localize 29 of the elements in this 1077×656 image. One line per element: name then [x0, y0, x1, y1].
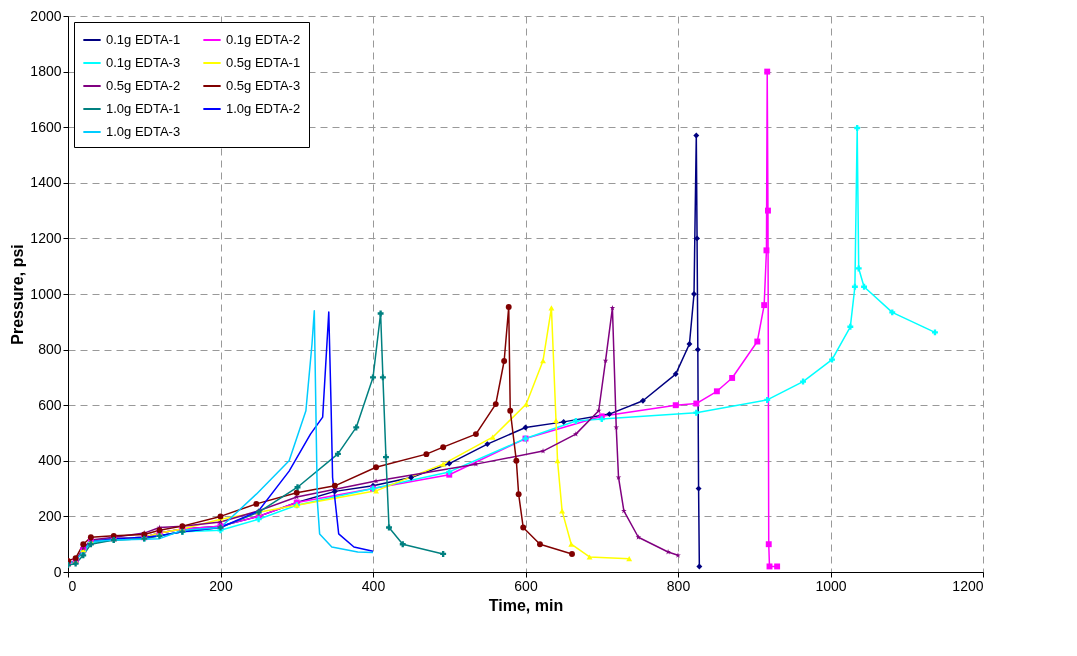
y-tick-label: 1400: [30, 174, 62, 191]
y-tick-label: 2000: [30, 7, 62, 24]
y-tick-label: 400: [38, 452, 62, 469]
x-tick-label: 800: [666, 577, 691, 594]
y-axis-title: Pressure, psi: [9, 244, 27, 345]
x-axis-title: Time, min: [488, 596, 564, 614]
legend-label: 0.1g EDTA-3: [106, 55, 181, 70]
x-tick-label: 400: [361, 577, 386, 594]
x-tick-label: 1000: [815, 577, 847, 594]
legend-label: 0.5g EDTA-1: [226, 55, 301, 70]
y-tick-label: 1800: [30, 63, 62, 80]
y-tick-label: 800: [38, 341, 62, 358]
legend-label: 1.0g EDTA-3: [106, 124, 181, 139]
x-tick-label: 0: [68, 577, 77, 594]
y-tick-label: 1600: [30, 118, 62, 135]
y-tick-label: 200: [38, 507, 62, 524]
y-tick-label: 600: [38, 396, 62, 413]
x-tick-label: 200: [209, 577, 233, 594]
y-tick-label: 0: [53, 563, 62, 580]
legend-label: 1.0g EDTA-1: [106, 101, 181, 116]
legend-label: 0.1g EDTA-2: [226, 32, 301, 47]
legend-label: 1.0g EDTA-2: [226, 101, 301, 116]
legend-label: 0.1g EDTA-1: [106, 32, 181, 47]
legend-label: 0.5g EDTA-2: [106, 78, 181, 93]
x-tick-label: 600: [514, 577, 538, 594]
x-tick-label: 1200: [952, 577, 984, 594]
y-tick-label: 1200: [30, 229, 62, 246]
y-tick-label: 1000: [30, 285, 62, 302]
legend-label: 0.5g EDTA-3: [226, 78, 301, 93]
